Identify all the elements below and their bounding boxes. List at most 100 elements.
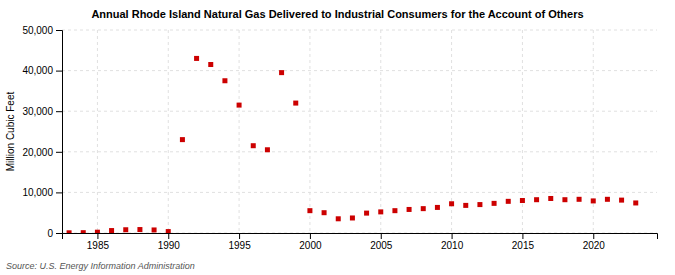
point — [237, 103, 242, 108]
point — [378, 209, 383, 214]
point — [449, 201, 454, 206]
point — [166, 229, 171, 233]
point — [364, 211, 369, 216]
tick: 2005 — [370, 233, 393, 251]
tick-mark — [97, 233, 98, 239]
grid — [62, 30, 657, 233]
chart: 1985 1990 1995 2000 2005 2010 2015 2020 0 10,000 2… — [0, 0, 675, 275]
point — [534, 197, 539, 202]
grid-line — [62, 192, 657, 193]
point — [520, 198, 525, 203]
grid-line — [62, 151, 657, 152]
point — [350, 215, 355, 220]
tick-label: 1985 — [87, 240, 110, 251]
tick-mark — [310, 233, 311, 239]
tick: 30,000 — [22, 106, 62, 117]
point — [222, 78, 227, 83]
point — [463, 203, 468, 208]
grid-line — [380, 30, 381, 233]
point — [562, 197, 567, 202]
point — [407, 207, 412, 212]
tick-mark — [56, 71, 62, 72]
point — [492, 201, 497, 206]
tick-label: 1990 — [158, 240, 181, 251]
tick-label: 30,000 — [22, 106, 53, 117]
points — [67, 56, 639, 233]
point — [265, 147, 270, 152]
point — [619, 198, 624, 203]
tick: 0 — [47, 228, 62, 239]
tick-label: 50,000 — [22, 25, 53, 36]
tick-label: 2000 — [299, 240, 322, 251]
point — [548, 196, 553, 201]
point — [307, 208, 312, 213]
grid-line — [309, 30, 310, 233]
tick-mark — [56, 30, 62, 31]
tick: 2010 — [441, 233, 464, 251]
plot: 1985 1990 1995 2000 2005 2010 2015 2020 0 10,000 2… — [22, 25, 657, 251]
title: Annual Rhode Island Natural Gas Delivere… — [91, 8, 583, 20]
tick-label: 1995 — [228, 240, 251, 251]
point — [251, 143, 256, 148]
point — [322, 210, 327, 215]
point — [279, 70, 284, 75]
tick: 1985 — [87, 233, 110, 251]
point — [67, 230, 72, 233]
tick: 2015 — [512, 233, 535, 251]
tick-label: 2005 — [370, 240, 393, 251]
point — [293, 101, 298, 106]
tick-mark — [56, 192, 62, 193]
tick-mark — [381, 233, 382, 239]
tick-mark — [452, 233, 453, 239]
point — [137, 227, 142, 232]
tick: 20,000 — [22, 147, 62, 158]
point — [392, 208, 397, 213]
point — [435, 205, 440, 210]
point — [109, 228, 114, 233]
axis-line — [56, 31, 63, 234]
tick: 10,000 — [22, 187, 62, 198]
tick: 2000 — [299, 233, 322, 251]
point — [152, 227, 157, 232]
y-axis: 0 10,000 20,000 30,000 40,000 50,000 — [22, 25, 62, 239]
tick-mark — [522, 233, 523, 239]
point — [81, 230, 86, 233]
grid-line — [62, 70, 657, 71]
point — [336, 216, 341, 221]
tick-label: 20,000 — [22, 147, 53, 158]
point — [421, 206, 426, 211]
point — [477, 202, 482, 207]
tick-label: 2020 — [583, 240, 606, 251]
tick-label: 2015 — [512, 240, 535, 251]
point — [506, 199, 511, 204]
tick-mark — [56, 111, 62, 112]
tick-label: 0 — [47, 228, 53, 239]
tick-mark — [239, 233, 240, 239]
source-note: Source: U.S. Energy Information Administ… — [6, 261, 195, 271]
tick-label: 40,000 — [22, 65, 53, 76]
tick: 50,000 — [22, 25, 62, 36]
grid-line — [168, 30, 169, 233]
point — [95, 230, 100, 233]
x-axis: 1985 1990 1995 2000 2005 2010 2015 2020 — [63, 233, 658, 251]
grid-line — [239, 30, 240, 233]
point — [208, 62, 213, 67]
axis-line — [63, 234, 658, 240]
point — [123, 227, 128, 232]
point — [577, 197, 582, 202]
tick: 1990 — [158, 233, 181, 251]
grid-line — [62, 111, 657, 112]
tick: 2020 — [583, 233, 606, 251]
tick-mark — [593, 233, 594, 239]
point — [591, 198, 596, 203]
grid-line — [97, 30, 98, 233]
tick: 1995 — [228, 233, 251, 251]
y-axis-title: Million Cubic Feet — [5, 92, 16, 172]
tick-mark — [168, 233, 169, 239]
point — [605, 197, 610, 202]
tick: 40,000 — [22, 65, 62, 76]
point — [194, 56, 199, 61]
point — [633, 200, 638, 205]
tick-label: 10,000 — [22, 187, 53, 198]
point — [180, 137, 185, 142]
